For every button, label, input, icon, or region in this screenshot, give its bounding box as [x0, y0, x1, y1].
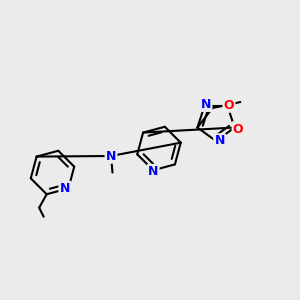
Text: O: O: [233, 122, 244, 136]
Text: N: N: [201, 98, 211, 111]
Text: O: O: [224, 98, 234, 112]
Text: N: N: [148, 165, 158, 178]
Text: N: N: [60, 182, 70, 195]
Text: N: N: [214, 134, 225, 148]
Text: N: N: [106, 149, 116, 163]
